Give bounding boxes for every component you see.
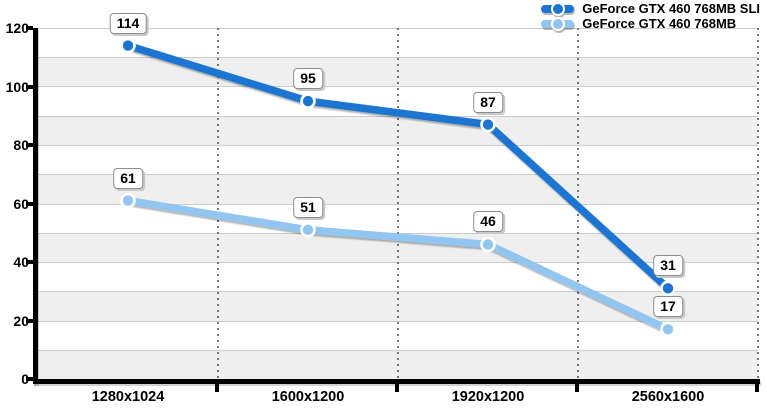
chart-legend: GeForce GTX 460 768MB SLI GeForce GTX 46… — [541, 2, 760, 32]
x-tick — [395, 379, 399, 392]
single-series-dot-icon — [550, 17, 565, 31]
y-axis-label: 120 — [5, 20, 29, 36]
y-tick — [26, 143, 33, 147]
value-label: 46 — [473, 211, 503, 233]
y-axis-label: 20 — [13, 312, 29, 329]
x-tick — [215, 379, 219, 392]
y-axis-label: 60 — [13, 195, 29, 212]
v-dotted-separator — [757, 28, 759, 379]
data-point-marker — [120, 192, 136, 209]
sli-series-dot-icon — [550, 2, 565, 16]
value-label: 61 — [113, 167, 143, 189]
x-category-label: 1920x1200 — [451, 389, 525, 405]
y-axis-label: 100 — [5, 78, 29, 95]
v-dotted-separator — [217, 28, 219, 379]
data-point-marker — [300, 93, 316, 109]
legend-label-single: GeForce GTX 460 768MB — [582, 16, 737, 31]
series-line — [124, 41, 672, 293]
x-category-label: 1600x1200 — [271, 389, 345, 405]
value-label: 31 — [653, 255, 683, 277]
y-tick — [26, 260, 33, 264]
value-label: 87 — [473, 91, 503, 113]
legend-item-single: GeForce GTX 460 768MB — [541, 17, 760, 31]
value-label: 17 — [653, 296, 683, 318]
data-point-marker — [120, 37, 136, 54]
y-axis-label: 0 — [21, 371, 29, 387]
data-point-marker — [660, 321, 676, 338]
y-tick — [26, 318, 33, 323]
y-axis-label: 40 — [13, 254, 29, 270]
value-label: 51 — [293, 196, 323, 218]
data-point-marker — [480, 236, 496, 253]
y-tick — [26, 84, 33, 89]
series-line — [124, 196, 672, 334]
y-axis-label: 80 — [13, 137, 29, 153]
x-tick — [575, 379, 579, 392]
single-series-line-marker-icon — [541, 17, 575, 31]
x-tick — [755, 379, 759, 392]
data-point-marker — [300, 222, 316, 238]
sli-series-line-marker-icon — [541, 2, 575, 16]
value-label: 114 — [109, 12, 147, 34]
y-tick — [26, 26, 33, 30]
legend-label-sli: GeForce GTX 460 768MB SLI — [582, 1, 760, 16]
legend-item-sli: GeForce GTX 460 768MB SLI — [541, 2, 760, 16]
x-category-label: 1280x1024 — [91, 389, 165, 405]
data-point-marker — [480, 116, 496, 133]
data-point-marker — [660, 280, 676, 297]
series-lines-layer — [120, 37, 676, 338]
value-label: 95 — [293, 68, 323, 90]
y-tick — [26, 377, 33, 381]
x-category-label: 2560x1600 — [631, 389, 705, 405]
v-dotted-separator — [397, 28, 399, 379]
y-axis-line — [33, 28, 38, 384]
y-tick — [26, 201, 33, 206]
